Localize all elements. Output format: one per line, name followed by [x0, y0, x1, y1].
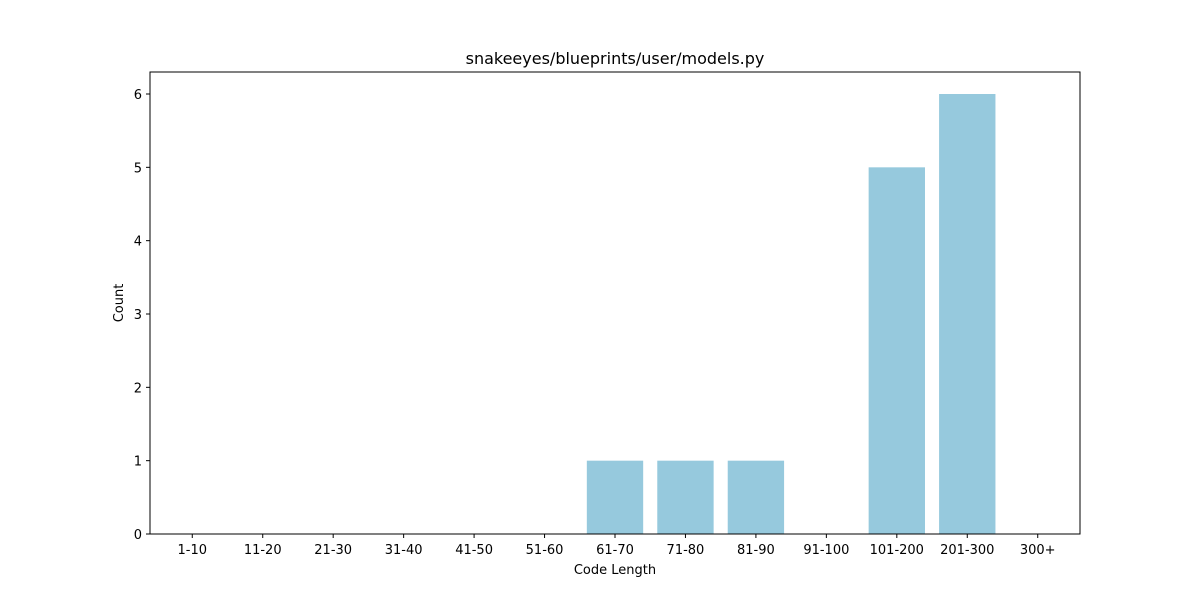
bars-group: [586, 94, 996, 534]
x-tick-label: 300+: [1020, 543, 1056, 558]
x-ticks-group: 1-10 11-20 21-30 31-40 41-50 51-60 61-70 71-80 8…: [178, 534, 1056, 558]
bar-81-90: [727, 460, 785, 534]
bar-201-300: [939, 94, 996, 534]
x-tick-label: 31-40: [385, 543, 423, 558]
bar-71-80: [657, 460, 714, 534]
x-tick-label: 91-100: [803, 543, 849, 558]
x-tick-label: 21-30: [314, 543, 352, 558]
x-tick-label: 81-90: [737, 543, 775, 558]
x-tick-label: 201-300: [940, 543, 994, 558]
y-tick-label: 0: [134, 528, 142, 543]
y-ticks-group: 0 1 2 3 4 5 6: [134, 88, 150, 543]
y-tick-label: 3: [134, 308, 142, 323]
x-tick-label: 101-200: [870, 543, 924, 558]
bar-101-200: [868, 167, 925, 534]
bar-61-70: [586, 460, 644, 534]
y-tick-label: 5: [134, 161, 142, 176]
x-tick-label: 1-10: [178, 543, 208, 558]
y-tick-label: 4: [134, 235, 142, 250]
plot-area-frame: [149, 71, 1081, 535]
y-axis-label: Count: [112, 284, 127, 323]
x-tick-label: 41-50: [455, 543, 493, 558]
x-axis-label: Code Length: [574, 563, 656, 578]
x-tick-label: 51-60: [526, 543, 564, 558]
y-tick-label: 6: [134, 88, 142, 103]
x-tick-label: 11-20: [244, 543, 282, 558]
x-tick-label: 61-70: [596, 543, 634, 558]
chart-title: snakeeyes/blueprints/user/models.py: [466, 49, 765, 68]
x-tick-label: 71-80: [667, 543, 705, 558]
y-tick-label: 2: [134, 381, 142, 396]
y-tick-label: 1: [134, 455, 142, 470]
